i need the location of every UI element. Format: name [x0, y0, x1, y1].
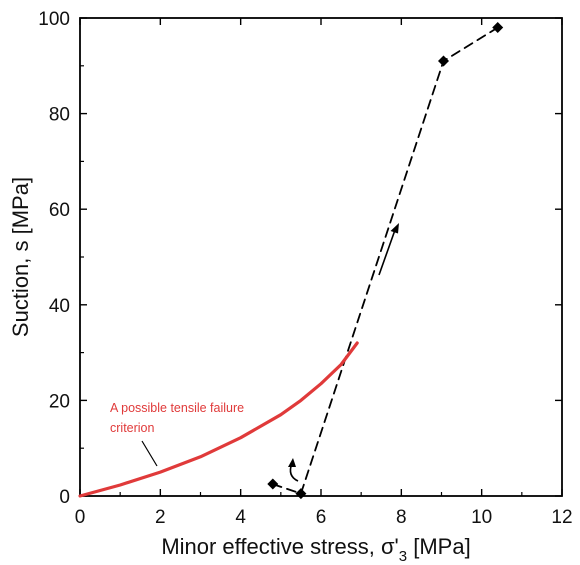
- x-tick-label: 8: [396, 507, 407, 528]
- failure-criterion-line: [78, 341, 359, 498]
- x-axis-label: Minor effective stress, σ'3 [MPa]: [161, 534, 470, 565]
- data-point-marker: [492, 22, 504, 34]
- data-point-marker: [438, 55, 450, 67]
- y-axis: 0 20 40 60 80 100: [38, 9, 562, 508]
- x-tick-label: 0: [75, 507, 86, 528]
- x-tick-label: 10: [471, 507, 492, 528]
- y-tick-label: 80: [49, 105, 70, 126]
- x-tick-label: 2: [155, 507, 166, 528]
- annotation-line-1: A possible tensile failure: [110, 401, 244, 415]
- y-tick-label: 100: [38, 9, 70, 30]
- y-tick-label: 40: [49, 296, 70, 317]
- stress-path-line: [271, 26, 499, 495]
- y-tick-label: 0: [59, 487, 70, 508]
- y-tick-label: 20: [49, 391, 70, 412]
- series-layer: [78, 22, 504, 500]
- annotation-leader: [141, 440, 158, 467]
- x-tick-label: 6: [316, 507, 327, 528]
- annotation-line-2: criterion: [110, 421, 155, 435]
- x-axis: 0 2 4 6 8 10 12: [75, 18, 573, 528]
- y-tick-label: 60: [49, 200, 70, 221]
- x-tick-label: 12: [551, 507, 572, 528]
- direction-arrow-curved: [288, 458, 299, 482]
- y-axis-label: Suction, s [MPa]: [8, 177, 33, 337]
- data-point-marker: [267, 478, 279, 490]
- x-tick-label: 4: [235, 507, 246, 528]
- direction-arrow-up: [378, 223, 399, 276]
- data-point-marker: [295, 488, 307, 500]
